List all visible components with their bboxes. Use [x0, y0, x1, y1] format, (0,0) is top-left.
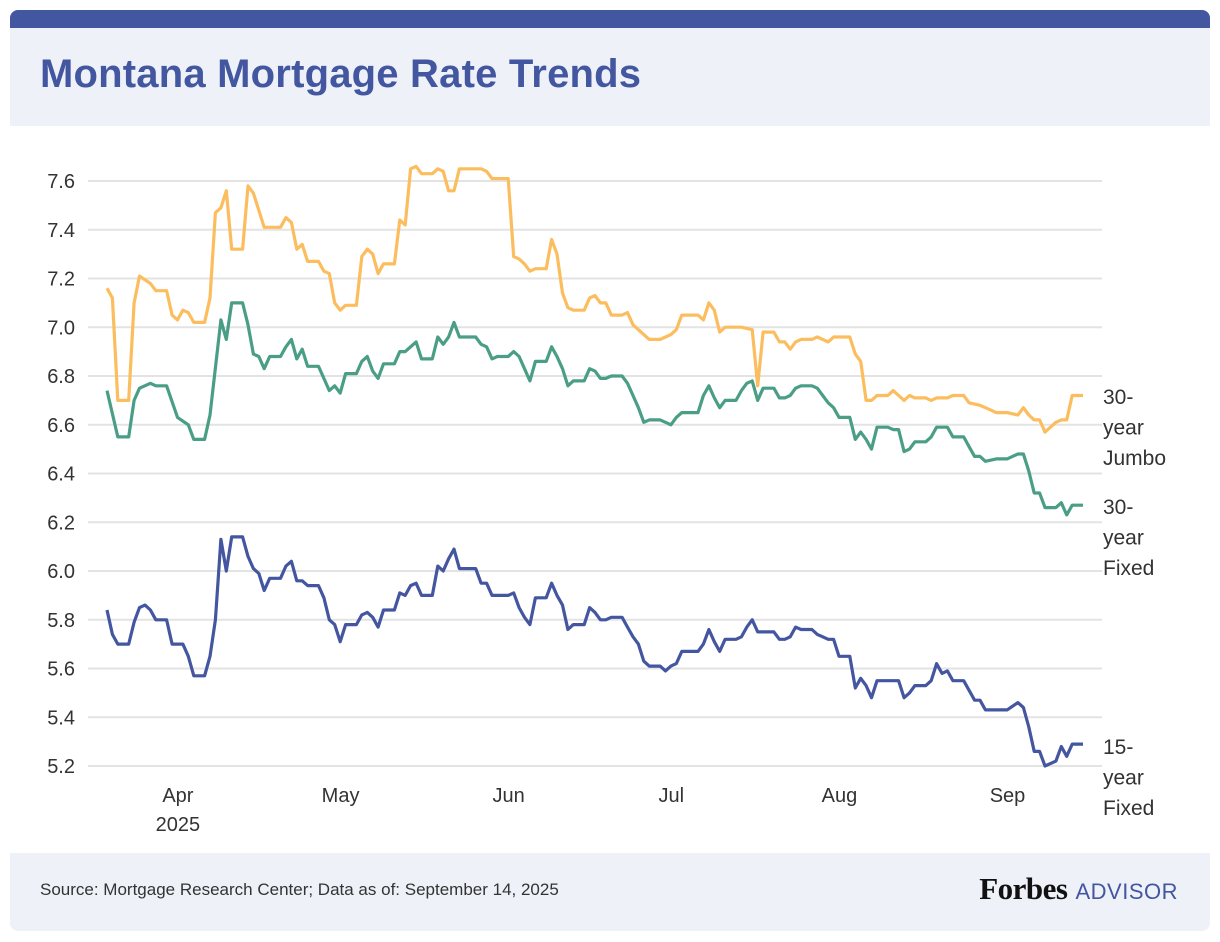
series-end-label: year	[1103, 527, 1144, 550]
y-tick-label: 6.6	[47, 415, 75, 437]
x-tick-year-label: 2025	[156, 814, 201, 836]
series-end-label: 30-	[1103, 496, 1133, 519]
series-line-30-year-fixed	[105, 301, 1083, 517]
series-end-label: Fixed	[1103, 797, 1154, 820]
series-line-15-year-fixed	[105, 535, 1083, 768]
x-tick-label: Jun	[493, 785, 525, 807]
footer: Source: Mortgage Research Center; Data a…	[10, 853, 1210, 931]
y-tick-label: 7.2	[47, 269, 75, 291]
series-end-label: year	[1103, 417, 1144, 440]
logo-forbes: Forbes	[979, 871, 1068, 906]
y-tick-label: 6.2	[47, 512, 75, 534]
y-tick-label: 5.2	[47, 756, 75, 778]
y-tick-label: 5.4	[47, 707, 75, 729]
x-tick-label: Apr	[162, 785, 193, 807]
y-tick-label: 7.0	[47, 317, 75, 339]
x-tick-label: Aug	[822, 785, 858, 807]
y-tick-label: 6.0	[47, 561, 75, 583]
logo-advisor: ADVISOR	[1075, 879, 1178, 904]
x-tick-label: Jul	[659, 785, 685, 807]
source-note: Source: Mortgage Research Center; Data a…	[40, 880, 559, 899]
series-end-label: 30-	[1103, 386, 1133, 409]
x-tick-label: May	[322, 785, 360, 807]
x-tick-label: Sep	[990, 785, 1026, 807]
y-tick-label: 6.4	[47, 464, 75, 486]
y-tick-label: 6.8	[47, 366, 75, 388]
chart-title: Montana Mortgage Rate Trends	[40, 52, 642, 96]
header-accent-bar	[10, 10, 1210, 30]
y-tick-label: 5.6	[47, 659, 75, 681]
series-end-label: Jumbo	[1103, 447, 1166, 470]
series-line-30-year-jumbo	[105, 164, 1083, 434]
series-end-label: Fixed	[1103, 557, 1154, 580]
header: Montana Mortgage Rate Trends	[10, 28, 1210, 126]
series-end-label: year	[1103, 767, 1144, 790]
forbes-advisor-logo: Forbes ADVISOR	[979, 871, 1178, 907]
y-tick-label: 5.8	[47, 610, 75, 632]
y-tick-label: 7.6	[47, 171, 75, 193]
series-end-label: 15-	[1103, 736, 1133, 759]
y-tick-label: 7.4	[47, 220, 75, 242]
